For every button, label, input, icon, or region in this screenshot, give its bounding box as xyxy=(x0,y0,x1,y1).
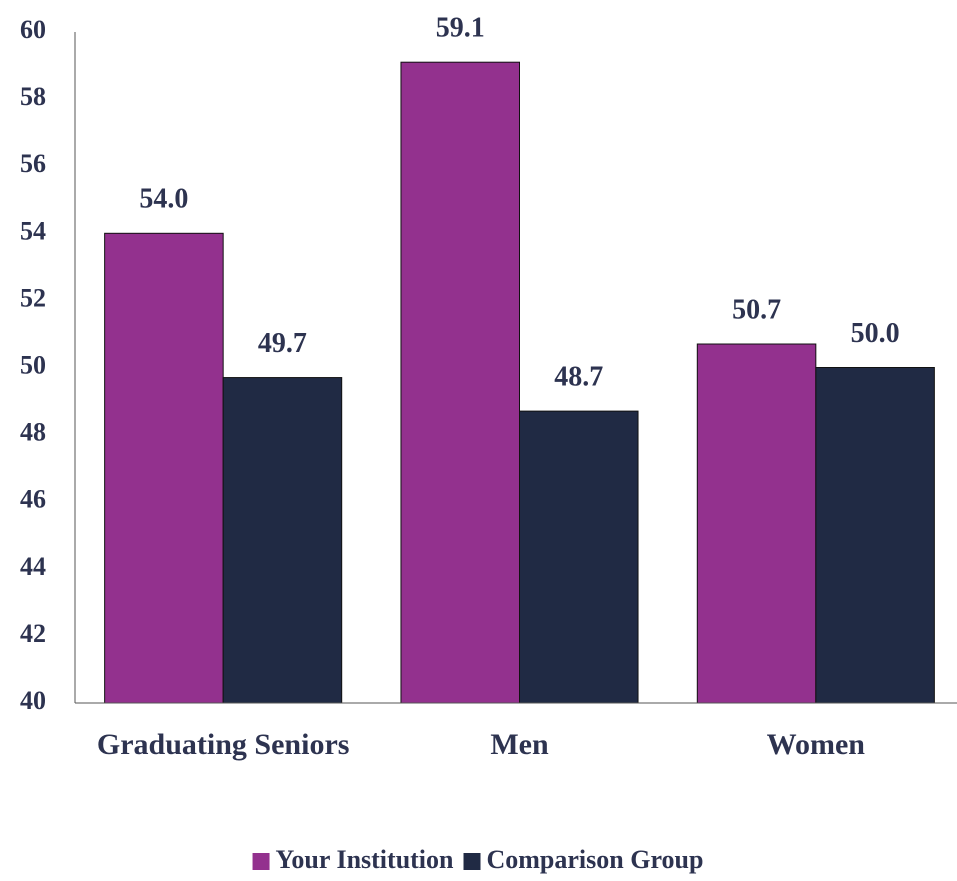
y-tick-label: 40 xyxy=(20,686,46,715)
bar xyxy=(519,410,639,704)
bar xyxy=(104,232,224,704)
legend-label: Comparison Group xyxy=(487,845,704,874)
y-tick-label: 52 xyxy=(20,283,46,312)
value-label: 50.0 xyxy=(851,318,900,349)
bar xyxy=(815,367,935,704)
bar xyxy=(400,61,521,704)
y-tick-label: 60 xyxy=(20,15,46,44)
y-tick-label: 58 xyxy=(20,82,46,111)
value-label: 50.7 xyxy=(732,294,781,325)
y-tick-label: 54 xyxy=(20,216,46,245)
value-label: 48.7 xyxy=(554,362,603,393)
bar xyxy=(222,377,343,704)
legend-label: Your Institution xyxy=(276,845,455,874)
legend-swatch xyxy=(463,853,481,870)
legend-swatch xyxy=(252,853,270,870)
y-tick-label: 56 xyxy=(20,149,46,178)
y-tick-label: 48 xyxy=(20,418,46,447)
x-tick-label: Men xyxy=(490,728,549,761)
bar xyxy=(696,343,817,704)
x-tick-label: Women xyxy=(767,728,866,761)
value-label: 49.7 xyxy=(258,328,307,359)
value-label: 54.0 xyxy=(139,184,188,215)
y-tick-label: 50 xyxy=(20,350,46,379)
y-tick-label: 42 xyxy=(20,619,46,648)
x-tick-label: Graduating Seniors xyxy=(97,728,350,761)
value-label: 59.1 xyxy=(436,13,485,44)
y-tick-label: 46 xyxy=(20,485,46,514)
y-tick-label: 44 xyxy=(20,552,46,581)
